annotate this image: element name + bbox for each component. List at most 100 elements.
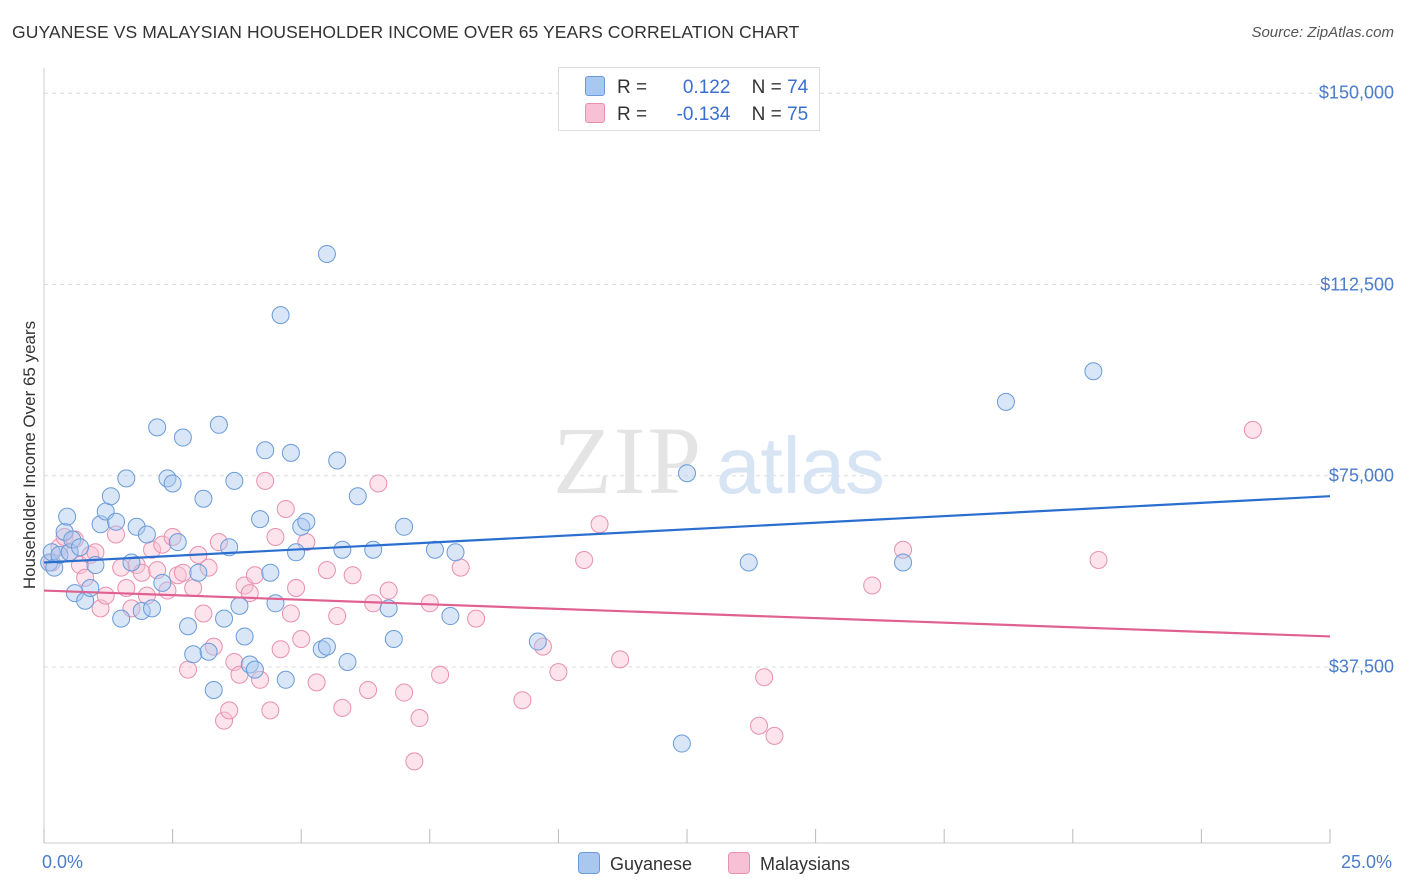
malaysian-point bbox=[328, 607, 347, 626]
watermark-zip: ZIP bbox=[553, 407, 703, 514]
guyanese-point bbox=[292, 517, 311, 536]
guyanese-swatch bbox=[585, 76, 605, 96]
malaysian-point bbox=[755, 668, 774, 687]
legend-n-label: N = bbox=[751, 77, 782, 98]
legend-r-value: 0.122 bbox=[682, 77, 731, 98]
malaysian-point bbox=[333, 698, 352, 717]
guyanese-point bbox=[245, 660, 264, 679]
bottom-legend-malaysian: Malaysians bbox=[728, 852, 850, 875]
guyanese-point bbox=[894, 553, 913, 572]
malaysian-point bbox=[765, 726, 784, 745]
guyanese-point bbox=[425, 540, 444, 559]
x-tick-label-min: 0.0% bbox=[42, 852, 84, 872]
legend-row-guyanese: R = 0.122 N = 74 bbox=[585, 76, 808, 100]
guyanese-point bbox=[220, 538, 239, 557]
malaysian-point bbox=[343, 566, 362, 585]
malaysian-point bbox=[209, 533, 228, 552]
malaysian-point bbox=[179, 660, 198, 679]
guyanese-point bbox=[441, 607, 460, 626]
guyanese-point bbox=[179, 617, 198, 636]
guyanese-point bbox=[333, 540, 352, 559]
malaysian-points bbox=[42, 420, 1262, 771]
legend-r-label: R = bbox=[617, 77, 648, 98]
malaysian-point bbox=[199, 558, 218, 577]
malaysian-point bbox=[287, 579, 306, 597]
malaysian-point bbox=[575, 550, 594, 569]
guyanese-point bbox=[281, 443, 300, 462]
malaysian-point bbox=[405, 752, 424, 771]
malaysian-point bbox=[359, 681, 378, 699]
correlation-legend: R = 0.122 N = 74 R = -0.134 N = 75 bbox=[558, 67, 820, 131]
malaysian-point bbox=[173, 563, 192, 582]
y-tick-label: $75,000 bbox=[1328, 465, 1394, 486]
guyanese-point bbox=[266, 594, 285, 613]
guyanese-point bbox=[256, 441, 275, 460]
bottom-legend-label: Malaysians bbox=[760, 854, 851, 874]
malaysian-point bbox=[194, 604, 213, 623]
malaysian-point bbox=[513, 691, 532, 710]
guyanese-point bbox=[199, 642, 218, 661]
malaysian-point bbox=[266, 528, 285, 546]
guyanese-point bbox=[209, 415, 228, 434]
guyanese-point bbox=[189, 563, 208, 582]
legend-r-value: -0.134 bbox=[676, 104, 731, 125]
malaysian-point bbox=[96, 586, 115, 605]
malaysian-swatch bbox=[728, 852, 750, 874]
guyanese-trend-line bbox=[43, 495, 1331, 564]
legend-r-label: R = bbox=[617, 104, 648, 125]
malaysian-point bbox=[379, 581, 398, 600]
malaysian-point bbox=[750, 716, 769, 735]
legend-n-value: 74 bbox=[787, 77, 809, 98]
guyanese-point bbox=[215, 609, 234, 628]
watermark: ZIP atlas bbox=[553, 407, 885, 514]
malaysian-point bbox=[431, 665, 450, 684]
malaysian-point bbox=[611, 650, 630, 669]
guyanese-point bbox=[240, 655, 259, 674]
legend-row-malaysian: R = -0.134 N = 75 bbox=[585, 103, 808, 127]
malaysian-point bbox=[369, 474, 388, 493]
malaysian-point bbox=[894, 540, 913, 559]
guyanese-point bbox=[261, 563, 280, 582]
guyanese-point bbox=[528, 632, 547, 651]
guyanese-point bbox=[1084, 362, 1103, 381]
malaysian-point bbox=[251, 670, 270, 689]
malaysian-point bbox=[467, 609, 486, 628]
guyanese-point bbox=[127, 517, 146, 536]
malaysian-point bbox=[153, 535, 172, 554]
malaysian-point bbox=[410, 709, 429, 728]
malaysian-trend-line bbox=[43, 589, 1331, 638]
trend-lines bbox=[43, 495, 1331, 638]
guyanese-point bbox=[297, 512, 316, 531]
guyanese-point bbox=[50, 545, 69, 564]
guyanese-point bbox=[173, 428, 192, 447]
malaysian-point bbox=[590, 515, 609, 534]
malaysian-point bbox=[107, 525, 126, 544]
watermark-atlas: atlas bbox=[716, 421, 885, 510]
guyanese-point bbox=[739, 553, 758, 572]
malaysian-point bbox=[163, 528, 182, 546]
guyanese-point bbox=[312, 640, 331, 659]
axes bbox=[43, 68, 1331, 844]
guyanese-point bbox=[184, 645, 203, 664]
malaysian-point bbox=[168, 566, 187, 585]
y-tick-label: $150,000 bbox=[1318, 82, 1394, 103]
guyanese-point bbox=[672, 734, 691, 753]
guyanese-point bbox=[235, 627, 254, 646]
guyanese-point bbox=[107, 512, 126, 531]
guyanese-point bbox=[148, 418, 167, 437]
guyanese-point bbox=[287, 543, 306, 562]
malaysian-point bbox=[271, 640, 290, 659]
chart-title: GUYANESE VS MALAYSIAN HOUSEHOLDER INCOME… bbox=[12, 22, 800, 42]
malaysian-point bbox=[245, 566, 264, 585]
malaysian-point bbox=[395, 683, 414, 702]
guyanese-point bbox=[225, 471, 244, 490]
guyanese-points bbox=[40, 244, 1103, 753]
guyanese-point bbox=[271, 306, 290, 325]
guyanese-point bbox=[446, 543, 465, 562]
guyanese-point bbox=[132, 601, 151, 620]
malaysian-point bbox=[261, 701, 280, 720]
malaysian-point bbox=[317, 561, 336, 580]
guyanese-point bbox=[58, 507, 77, 526]
guyanese-point bbox=[317, 637, 336, 656]
guyanese-point bbox=[153, 573, 172, 592]
